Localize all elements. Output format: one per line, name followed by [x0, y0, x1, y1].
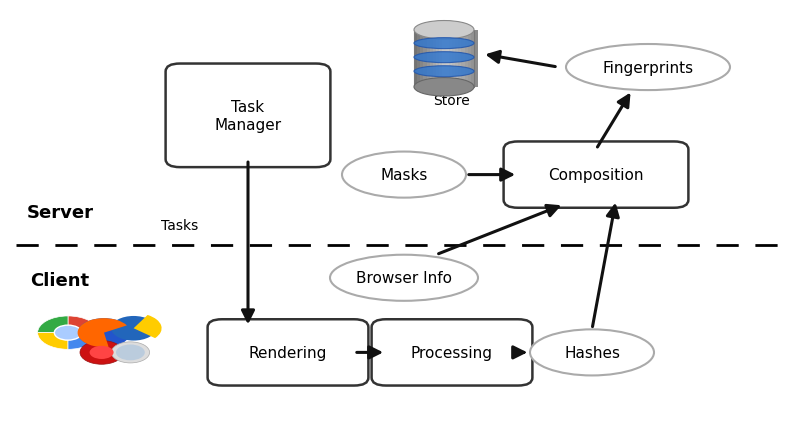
FancyBboxPatch shape	[371, 320, 533, 385]
Text: Processing: Processing	[411, 345, 493, 360]
Text: Masks: Masks	[380, 168, 428, 183]
Bar	[436, 31, 440, 88]
Circle shape	[116, 345, 145, 360]
Wedge shape	[134, 315, 162, 338]
Text: Composition: Composition	[548, 168, 644, 183]
Text: Fingerprints: Fingerprints	[602, 60, 694, 75]
Bar	[455, 31, 459, 88]
Bar	[468, 31, 472, 88]
Ellipse shape	[414, 67, 474, 78]
Bar	[471, 31, 475, 88]
Bar	[446, 31, 450, 88]
FancyBboxPatch shape	[166, 64, 330, 168]
Bar	[442, 31, 446, 88]
Text: Rendering: Rendering	[249, 345, 327, 360]
Ellipse shape	[330, 255, 478, 301]
Ellipse shape	[414, 21, 474, 40]
Circle shape	[111, 316, 156, 341]
Bar	[439, 31, 443, 88]
Bar	[449, 31, 453, 88]
Text: Browser Info: Browser Info	[356, 271, 452, 286]
Wedge shape	[38, 333, 68, 350]
Bar	[462, 31, 466, 88]
Bar	[414, 31, 418, 88]
Bar	[426, 31, 430, 88]
Ellipse shape	[566, 45, 730, 91]
Bar	[458, 31, 462, 88]
Wedge shape	[68, 316, 98, 333]
Bar	[474, 31, 478, 88]
FancyBboxPatch shape	[207, 320, 368, 385]
Ellipse shape	[414, 39, 474, 49]
Text: Task
Manager: Task Manager	[214, 100, 282, 132]
FancyBboxPatch shape	[504, 142, 688, 208]
Wedge shape	[38, 316, 68, 333]
Ellipse shape	[342, 152, 466, 198]
Text: Store: Store	[434, 94, 470, 108]
Circle shape	[80, 341, 123, 364]
Text: Client: Client	[30, 271, 90, 290]
Circle shape	[54, 325, 82, 340]
Circle shape	[111, 342, 150, 363]
Bar	[452, 31, 456, 88]
Bar	[420, 31, 424, 88]
Ellipse shape	[530, 329, 654, 376]
Text: Hashes: Hashes	[564, 345, 620, 360]
Bar	[430, 31, 434, 88]
Bar	[433, 31, 437, 88]
Bar	[465, 31, 469, 88]
Ellipse shape	[414, 78, 474, 97]
Text: Server: Server	[26, 203, 94, 222]
Bar	[423, 31, 427, 88]
Ellipse shape	[414, 53, 474, 64]
Circle shape	[78, 318, 130, 347]
Bar	[417, 31, 421, 88]
Wedge shape	[68, 333, 98, 350]
Bar	[414, 31, 474, 88]
Text: Tasks: Tasks	[162, 219, 198, 233]
Circle shape	[90, 346, 114, 359]
Wedge shape	[78, 318, 127, 347]
